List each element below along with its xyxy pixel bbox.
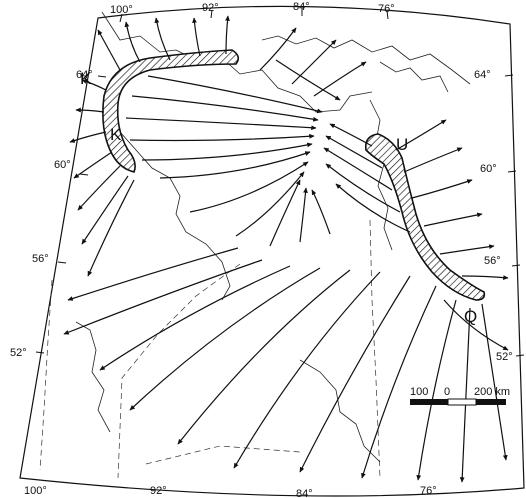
flow-line xyxy=(461,275,509,280)
lat-label-left: 56° xyxy=(32,253,49,265)
latitude-labels-left: 64° 60° 56° 52° xyxy=(10,69,93,359)
longitude-labels-bottom: 100° 92° 84° 76° xyxy=(24,485,437,498)
flow-line xyxy=(192,17,201,57)
lon-label-bottom: 100° xyxy=(24,485,47,497)
ice-divide-west xyxy=(102,49,240,173)
flow-line xyxy=(87,179,135,277)
flow-line xyxy=(131,95,319,122)
divide-label-k-upper: K xyxy=(80,69,92,88)
flow-line xyxy=(147,75,323,114)
longitude-labels-top: 100° 92° 84° 76° xyxy=(110,1,395,16)
scale-label-0: 0 xyxy=(444,386,450,398)
scale-bar-segment-right xyxy=(476,399,506,405)
lon-label-top: 100° xyxy=(110,4,133,16)
flow-line xyxy=(75,107,105,113)
flow-line xyxy=(313,61,367,97)
flow-line xyxy=(67,247,239,301)
flow-line xyxy=(69,131,107,143)
flow-line xyxy=(125,117,317,131)
scale-label-200km: 200 km xyxy=(474,386,510,398)
flow-line xyxy=(275,59,341,101)
flow-line xyxy=(159,151,311,179)
scale-label-100: 100 xyxy=(410,386,428,398)
flow-line xyxy=(423,212,483,227)
coastline xyxy=(75,11,471,463)
divide-label-k-lower: K xyxy=(110,125,122,144)
flow-line xyxy=(129,267,321,411)
flow-line xyxy=(177,269,351,445)
flow-line xyxy=(269,179,301,247)
divide-label-q: Q xyxy=(464,307,477,326)
flow-line xyxy=(291,39,337,85)
flow-line xyxy=(129,133,315,142)
flow-line xyxy=(361,285,437,479)
lat-label-left: 60° xyxy=(54,159,71,171)
flow-line xyxy=(325,135,383,169)
lat-label-right: 64° xyxy=(474,69,491,81)
ice-divide-zones xyxy=(102,49,486,301)
flow-line xyxy=(299,275,411,473)
ice-divide-labels: K K U Q xyxy=(80,69,477,326)
lat-label-right: 60° xyxy=(480,163,497,175)
lon-label-top: 92° xyxy=(202,2,219,14)
flow-line xyxy=(154,17,171,61)
flow-line xyxy=(124,21,141,63)
flow-line xyxy=(81,175,129,245)
flow-line xyxy=(323,147,393,191)
map-frame xyxy=(19,5,525,497)
lon-label-bottom: 76° xyxy=(420,485,437,497)
flow-line xyxy=(81,79,107,91)
lat-label-right: 56° xyxy=(484,255,501,267)
flow-line xyxy=(225,15,230,55)
graticule-ticks xyxy=(35,8,525,357)
scale-bar-segment-middle xyxy=(447,398,477,406)
flow-line xyxy=(299,187,308,243)
flow-line xyxy=(459,307,471,483)
flow-line xyxy=(403,147,463,173)
flow-line xyxy=(73,151,113,179)
flow-line xyxy=(311,189,331,235)
flow-line xyxy=(439,244,495,255)
ice-flow-lines xyxy=(63,15,509,483)
flow-line xyxy=(395,119,447,151)
flow-line xyxy=(329,123,373,147)
scale-bar: 100 0 200 km xyxy=(410,386,510,406)
flow-line xyxy=(235,171,305,237)
flow-line xyxy=(335,183,411,233)
lat-label-right: 52° xyxy=(496,351,513,363)
flow-line xyxy=(77,165,121,211)
lon-label-top: 84° xyxy=(293,1,310,13)
lon-label-bottom: 92° xyxy=(150,485,167,497)
flow-line xyxy=(189,161,309,213)
flow-line xyxy=(416,299,457,481)
flow-line xyxy=(259,27,297,71)
flow-line xyxy=(325,163,401,213)
flow-line xyxy=(481,303,508,461)
flow-line xyxy=(63,259,263,335)
lon-label-top: 76° xyxy=(378,3,395,15)
flow-line xyxy=(97,29,121,71)
divide-label-u: U xyxy=(396,135,408,154)
lon-label-bottom: 84° xyxy=(296,488,313,498)
flow-line xyxy=(233,271,381,469)
scale-bar-segment-left xyxy=(410,399,448,405)
lat-label-left: 52° xyxy=(10,347,27,359)
flow-line xyxy=(411,179,473,199)
latitude-labels-right: 64° 60° 56° 52° xyxy=(474,69,513,363)
boundaries xyxy=(39,219,381,479)
flow-line xyxy=(141,142,313,161)
flow-line xyxy=(99,265,291,371)
flow-line xyxy=(443,299,509,351)
lat-label-left: 64° xyxy=(76,69,93,81)
